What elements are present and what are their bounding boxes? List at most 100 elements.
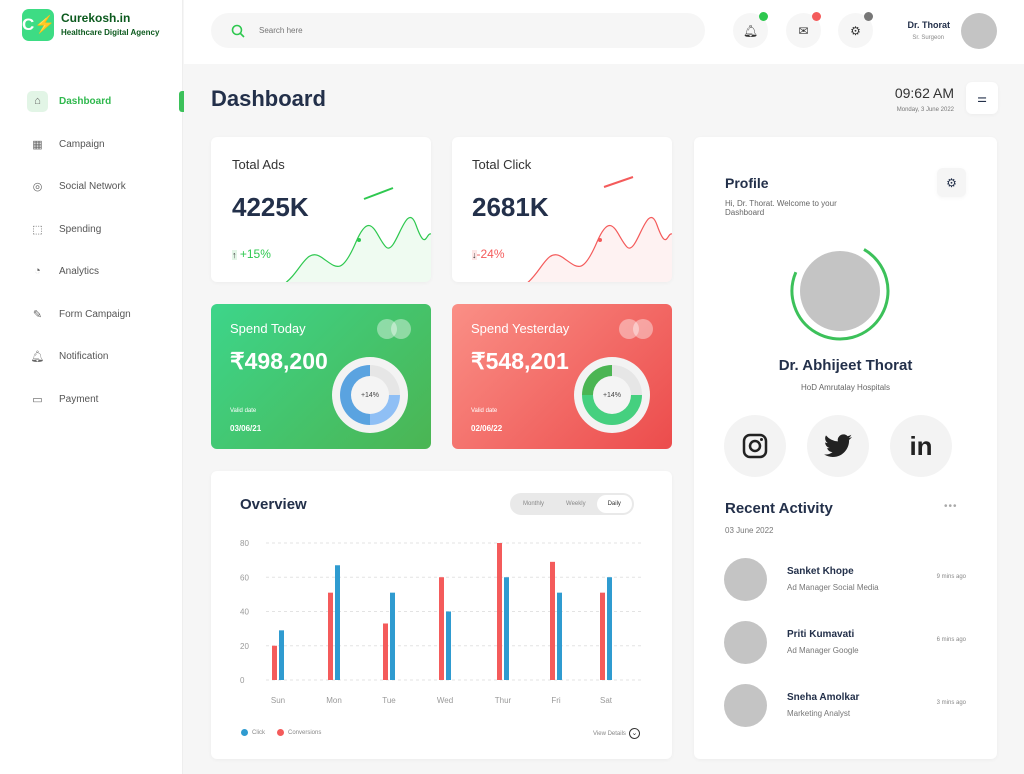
activity-role: Marketing Analyst: [787, 709, 851, 718]
mail-icon: ✉: [798, 23, 809, 38]
notification-button[interactable]: 🔔︎: [733, 12, 768, 48]
change-value: +15%: [239, 247, 271, 261]
tab-daily[interactable]: Daily: [596, 495, 632, 513]
bar-conversions-wed: [439, 577, 444, 680]
search-input[interactable]: [259, 26, 369, 35]
card-title: Spend Today: [230, 321, 306, 336]
wallet-icon: ▭: [32, 393, 43, 406]
y-tick-label: 40: [240, 608, 249, 617]
linkedin-button[interactable]: in: [890, 415, 952, 477]
x-tick-label: Sun: [271, 696, 285, 705]
label: Form Campaign: [59, 308, 131, 320]
ring-label: +14%: [593, 376, 631, 414]
sidebar-item-spending[interactable]: ⬚ Spending: [27, 218, 183, 240]
activity-role: Ad Manager Google: [787, 646, 859, 655]
spend-amount: ₹548,201: [471, 348, 569, 374]
arrow-up-icon: ↑: [232, 250, 237, 260]
profile-org: HoD Amrutalay Hospitals: [801, 383, 890, 392]
sliders-icon: ⚌: [977, 92, 987, 105]
sidebar-item-notification[interactable]: 🔔︎ Notification: [27, 345, 183, 367]
bar-click-mon: [335, 565, 340, 680]
sparkline: [284, 187, 431, 282]
card-title: Total Ads: [232, 157, 285, 172]
ring-label: +14%: [351, 376, 389, 414]
activity-item[interactable]: Sneha Amolkar Marketing Analyst 3 mins a…: [694, 684, 997, 728]
y-tick-label: 60: [240, 573, 249, 582]
user-avatar[interactable]: [961, 13, 997, 49]
sidebar-item-social-network[interactable]: ◎ Social Network: [27, 175, 183, 197]
active-indicator: [179, 91, 184, 112]
status-dot: [812, 12, 821, 21]
instagram-button[interactable]: [724, 415, 786, 477]
user-name: Dr. Thorat: [907, 20, 950, 30]
profile-title: Profile: [725, 175, 769, 191]
bar-conversions-tue: [383, 623, 388, 680]
gear-icon: ⚙: [850, 23, 861, 38]
sidebar-item-payment[interactable]: ▭ Payment: [27, 388, 183, 410]
label: Payment: [59, 393, 99, 405]
overview-card: Overview Monthly Weekly Daily 0 20 40 60 80 S…: [211, 471, 672, 759]
sidebar-item-campaign[interactable]: ▦ Campaign: [27, 133, 183, 155]
progress-ring: +14%: [574, 357, 650, 433]
mail-button[interactable]: ✉: [786, 12, 821, 48]
bar-click-sun: [279, 630, 284, 680]
legend-conversions: Conversions: [288, 729, 322, 736]
label: Campaign: [59, 138, 105, 150]
bell-icon: 🔔︎: [742, 23, 759, 38]
sidebar-item-form-campaign[interactable]: ✎ Form Campaign: [27, 303, 183, 325]
home-icon: ⌂: [27, 90, 48, 112]
clock-time: 09:62 AM: [894, 85, 954, 101]
activity-time: 6 mins ago: [936, 637, 966, 643]
bar-click-sat: [607, 577, 612, 680]
total-click-card: Total Click 2681K ↓-24%: [452, 137, 672, 282]
view-details-link[interactable]: View Details ⌄: [593, 728, 640, 739]
bar-conversions-sun: [272, 645, 277, 680]
activity-item[interactable]: Priti Kumavati Ad Manager Google 6 mins …: [694, 621, 997, 665]
bar-click-tue: [390, 592, 395, 680]
brand-name: Curekosh.in: [61, 11, 131, 25]
view-details-label: View Details: [593, 730, 626, 737]
activity-date: 03 June 2022: [725, 526, 774, 535]
filter-button[interactable]: ⚌: [966, 82, 998, 114]
card-brand-icon: [619, 319, 655, 339]
y-tick-label: 80: [240, 539, 249, 548]
bar-click-thur: [504, 577, 509, 680]
welcome-text: Hi, Dr. Thorat. Welcome to your Dashboar…: [725, 199, 837, 217]
grid-icon: ▦: [32, 138, 43, 151]
valid-label: Valid date: [230, 408, 257, 414]
twitter-button[interactable]: [807, 415, 869, 477]
search-bar[interactable]: [211, 13, 705, 48]
profile-progress-ring: [790, 241, 890, 341]
overview-bar-chart: 0 20 40 60 80 Sun Mon Tue Wed Thur Fri Sat: [240, 539, 643, 705]
profile-card: Profile Hi, Dr. Thorat. Welcome to your …: [694, 137, 997, 759]
label: Dashboard: [59, 95, 112, 107]
change-badge: ↑ +15%: [232, 247, 271, 261]
profile-settings-button[interactable]: ⚙: [937, 168, 966, 197]
bell-icon: 🔔︎: [30, 350, 45, 363]
sidebar-item-analytics[interactable]: ◔ Analytics: [27, 260, 183, 282]
brand-tagline: Healthcare Digital Agency: [61, 28, 160, 37]
valid-date: 03/06/21: [230, 424, 262, 433]
period-tabs: Monthly Weekly Daily: [510, 493, 634, 515]
activity-time: 3 mins ago: [936, 700, 966, 706]
activity-role: Ad Manager Social Media: [787, 583, 879, 592]
more-options-icon[interactable]: •••: [944, 501, 958, 512]
activity-item[interactable]: Sanket Khope Ad Manager Social Media 9 m…: [694, 558, 997, 602]
arrow-down-icon: ↓: [472, 250, 477, 260]
sidebar-item-dashboard[interactable]: ⌂ Dashboard: [27, 90, 183, 112]
x-tick-label: Sat: [600, 696, 613, 705]
tab-monthly[interactable]: Monthly: [523, 501, 545, 507]
change-value: -24%: [476, 247, 505, 261]
card-title: Total Click: [472, 157, 532, 172]
label: Notification: [59, 350, 109, 362]
activity-name: Sanket Khope: [787, 566, 854, 577]
card-value: 2681K: [472, 192, 549, 222]
activity-time: 9 mins ago: [936, 574, 966, 580]
tab-weekly[interactable]: Weekly: [566, 501, 586, 507]
y-tick-label: 0: [240, 676, 245, 685]
activity-name: Sneha Amolkar: [787, 692, 860, 703]
bar-click-fri: [557, 592, 562, 680]
settings-button[interactable]: ⚙: [838, 12, 873, 48]
label: Spending: [59, 223, 102, 235]
search-icon: [231, 24, 245, 38]
